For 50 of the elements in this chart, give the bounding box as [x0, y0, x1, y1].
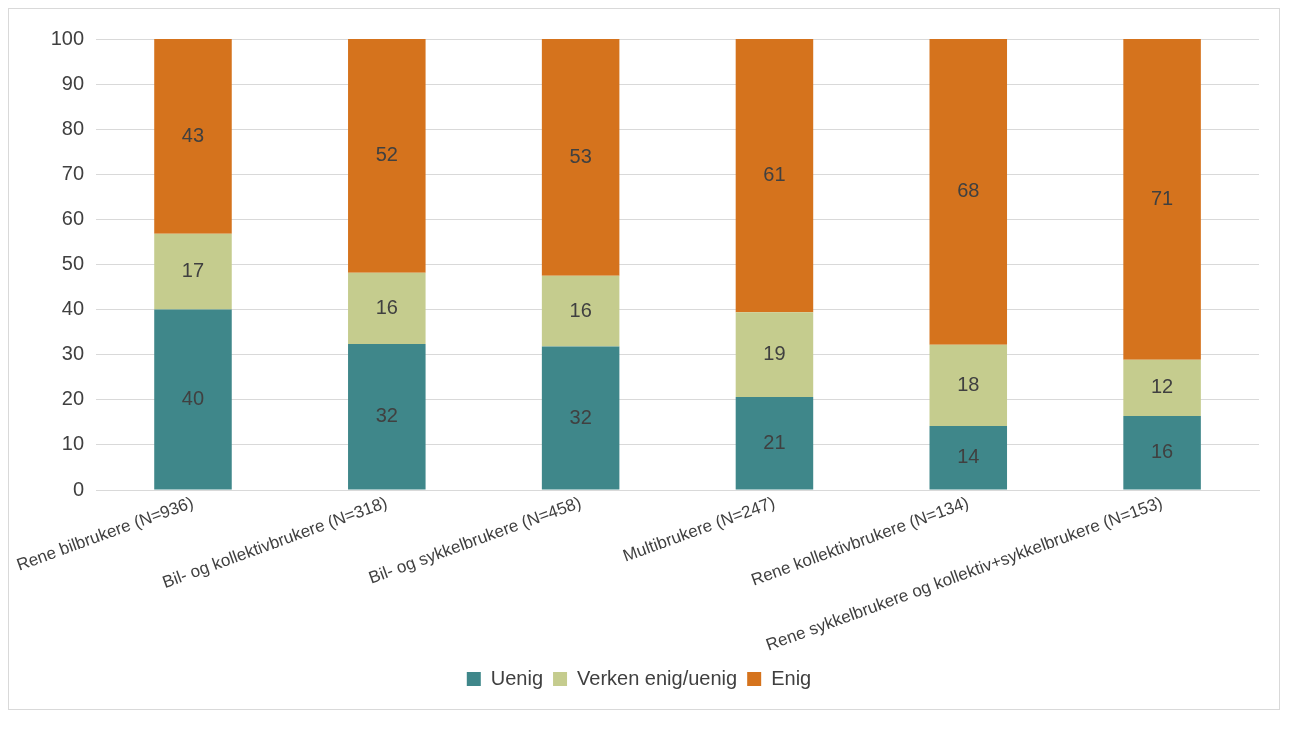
bar	[348, 39, 426, 273]
bar	[541, 346, 620, 490]
bar	[1123, 416, 1201, 490]
bar	[735, 39, 814, 313]
y-tick-label: 50	[61, 252, 85, 275]
data-label: 61	[763, 163, 786, 186]
bar	[541, 275, 620, 347]
data-label: 16	[569, 298, 592, 321]
bar	[929, 344, 1008, 426]
bar	[541, 39, 620, 276]
y-tick-label: 90	[61, 71, 85, 94]
data-label: 16	[1150, 440, 1174, 463]
bar	[929, 425, 1008, 490]
data-label: 19	[763, 342, 786, 365]
bar	[929, 39, 1008, 345]
data-label: 43	[181, 123, 205, 146]
data-label: 40	[181, 387, 205, 410]
data-label: 71	[1150, 186, 1174, 209]
bar	[154, 39, 232, 234]
legend-label: Uenig	[490, 666, 544, 689]
data-label: 32	[375, 404, 398, 427]
data-label: 14	[957, 445, 980, 468]
data-label: 53	[569, 144, 592, 167]
bar	[348, 343, 426, 490]
data-label: 17	[181, 259, 205, 282]
bar	[1123, 39, 1201, 360]
y-tick-label: 60	[61, 206, 85, 229]
bar	[154, 309, 232, 490]
y-tick-label: 20	[61, 387, 85, 410]
y-tick-label: 70	[61, 161, 85, 184]
y-tick-label: 10	[61, 432, 85, 455]
data-label: 68	[957, 179, 980, 202]
y-tick-label: 100	[50, 26, 85, 49]
legend-label: Verken enig/uenig	[577, 666, 738, 689]
data-label: 52	[375, 143, 398, 166]
bar	[735, 397, 814, 490]
bar	[735, 312, 814, 398]
bar	[154, 233, 232, 310]
data-label: 12	[1150, 375, 1174, 398]
y-tick-label: 40	[61, 297, 85, 320]
data-label: 21	[763, 430, 786, 453]
y-tick-label: 0	[72, 477, 85, 500]
data-label: 16	[375, 295, 398, 318]
y-tick-label: 80	[61, 116, 85, 139]
data-label: 32	[569, 405, 592, 428]
data-label: 18	[957, 372, 980, 395]
legend-label: Enig	[771, 666, 812, 689]
bar	[1123, 359, 1201, 417]
y-tick-label: 30	[61, 342, 85, 365]
bar	[348, 272, 426, 344]
